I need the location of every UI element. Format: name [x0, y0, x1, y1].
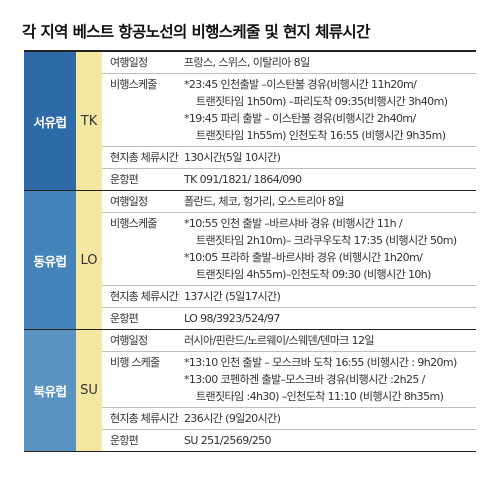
stay-label: 현지총 체류시간 — [110, 151, 179, 164]
itinerary-row: 여행일정 러시아/핀란드/노르웨이/스웨덴/덴마크 12일 — [102, 330, 476, 352]
schedule-value: *10:55 인천 출발 –바르샤바 경유 (비행시간 11h / 트랜짓타임 … — [178, 213, 476, 285]
schedule-row: 비행스케줄 *10:55 인천 출발 –바르샤바 경유 (비행시간 11h / … — [102, 213, 476, 286]
schedule-line: 트랜짓타임 1h55m) 인천도착 16:55 (비행시간 9h35m) — [196, 129, 446, 142]
itinerary-label: 여행일정 — [110, 195, 148, 208]
flights-label: 운항편 — [110, 434, 139, 447]
itinerary-row: 여행일정 폴란드, 체코, 헝가리, 오스트리아 8일 — [102, 191, 476, 213]
schedule-label: 비행 스케줄 — [110, 356, 160, 369]
airline-code: LO — [76, 191, 102, 329]
schedule-row: 비행스케줄 *23:45 인천출발 –이스탄불 경유(비행시간 11h20m/ … — [102, 74, 476, 147]
flights-value: SU 251/2569/250 — [184, 434, 272, 447]
stay-value: 137시간 (5일17시간) — [184, 290, 281, 303]
itinerary-value: 러시아/핀란드/노르웨이/스웨덴/덴마크 12일 — [184, 334, 375, 347]
schedule-line: *10:55 인천 출발 –바르샤바 경유 (비행시간 11h / — [184, 217, 403, 230]
schedule-line: 트랜짓타임 1h50m) –파리도착 09:35(비행시간 3h40m) — [196, 95, 448, 108]
flights-label: 운항편 — [110, 173, 139, 186]
itinerary-value: 폴란드, 체코, 헝가리, 오스트리아 8일 — [184, 195, 345, 208]
route-table: 서유럽 TK 여행일정 프랑스, 스위스, 이탈리아 8일 비행스케줄 *23:… — [24, 50, 476, 452]
region-rows: 여행일정 폴란드, 체코, 헝가리, 오스트리아 8일 비행스케줄 *10:55… — [102, 191, 476, 329]
itinerary-row: 여행일정 프랑스, 스위스, 이탈리아 8일 — [102, 52, 476, 74]
schedule-line: *23:45 인천출발 –이스탄불 경유(비행시간 11h20m/ — [184, 78, 417, 91]
flights-row: 운항편 LO 98/3923/524/97 — [102, 308, 476, 329]
schedule-line: 트랜짓타임 2h10m)– 크라쿠우도착 17:35 (비행시간 50m) — [196, 234, 457, 247]
schedule-line: 트랜짓타임 :4h30) –인천도착 11:10 (비행시간 8h35m) — [196, 390, 444, 403]
stay-label: 현지총 체류시간 — [110, 290, 179, 303]
schedule-label: 비행스케줄 — [110, 217, 157, 230]
region-north-europe: 북유럽 SU 여행일정 러시아/핀란드/노르웨이/스웨덴/덴마크 12일 비행 … — [24, 330, 476, 452]
itinerary-label: 여행일정 — [110, 56, 148, 69]
region-name: 북유럽 — [24, 330, 76, 451]
flights-row: 운항편 TK 091/1821/ 1864/090 — [102, 169, 476, 190]
airline-code: TK — [76, 52, 102, 190]
schedule-line: 트랜짓타임 4h55m)–인천도착 09:30 (비행시간 10h) — [196, 268, 431, 281]
schedule-value: *23:45 인천출발 –이스탄불 경유(비행시간 11h20m/ 트랜짓타임 … — [178, 74, 476, 146]
schedule-value: *13:10 인천 출발 – 모스크바 도착 16:55 (비행시간 : 9h2… — [178, 352, 476, 407]
flights-value: LO 98/3923/524/97 — [184, 312, 280, 325]
schedule-line: *13:00 코펜하겐 출발–모스크바 경유(비행시간 :2h25 / — [184, 373, 425, 386]
region-rows: 여행일정 프랑스, 스위스, 이탈리아 8일 비행스케줄 *23:45 인천출발… — [102, 52, 476, 190]
region-name: 동유럽 — [24, 191, 76, 329]
region-west-europe: 서유럽 TK 여행일정 프랑스, 스위스, 이탈리아 8일 비행스케줄 *23:… — [24, 52, 476, 191]
stay-row: 현지총 체류시간 137시간 (5일17시간) — [102, 286, 476, 308]
flights-row: 운항편 SU 251/2569/250 — [102, 430, 476, 451]
schedule-label: 비행스케줄 — [110, 78, 157, 91]
stay-label: 현지총 체류시간 — [110, 412, 179, 425]
region-east-europe: 동유럽 LO 여행일정 폴란드, 체코, 헝가리, 오스트리아 8일 비행스케줄… — [24, 191, 476, 330]
flights-value: TK 091/1821/ 1864/090 — [184, 173, 302, 186]
stay-row: 현지총 체류시간 130시간(5일 10시간) — [102, 147, 476, 169]
page-title: 각 지역 베스트 항공노선의 비행스케줄 및 현지 체류시간 — [22, 23, 370, 41]
stay-row: 현지총 체류시간 236시간 (9일20시간) — [102, 408, 476, 430]
region-name: 서유럽 — [24, 52, 76, 190]
schedule-row: 비행 스케줄 *13:10 인천 출발 – 모스크바 도착 16:55 (비행시… — [102, 352, 476, 408]
region-rows: 여행일정 러시아/핀란드/노르웨이/스웨덴/덴마크 12일 비행 스케줄 *13… — [102, 330, 476, 451]
itinerary-value: 프랑스, 스위스, 이탈리아 8일 — [184, 56, 310, 69]
stay-value: 130시간(5일 10시간) — [184, 151, 281, 164]
schedule-line: *13:10 인천 출발 – 모스크바 도착 16:55 (비행시간 : 9h2… — [184, 356, 457, 369]
stay-value: 236시간 (9일20시간) — [184, 412, 281, 425]
schedule-line: *19:45 파리 출발 – 이스탄불 경유(비행시간 2h40m/ — [184, 112, 416, 125]
schedule-line: *10:05 프라하 출발–바르샤바 경유 (비행시간 1h20m/ — [184, 251, 423, 264]
flights-label: 운항편 — [110, 312, 139, 325]
itinerary-label: 여행일정 — [110, 334, 148, 347]
airline-code: SU — [76, 330, 102, 451]
